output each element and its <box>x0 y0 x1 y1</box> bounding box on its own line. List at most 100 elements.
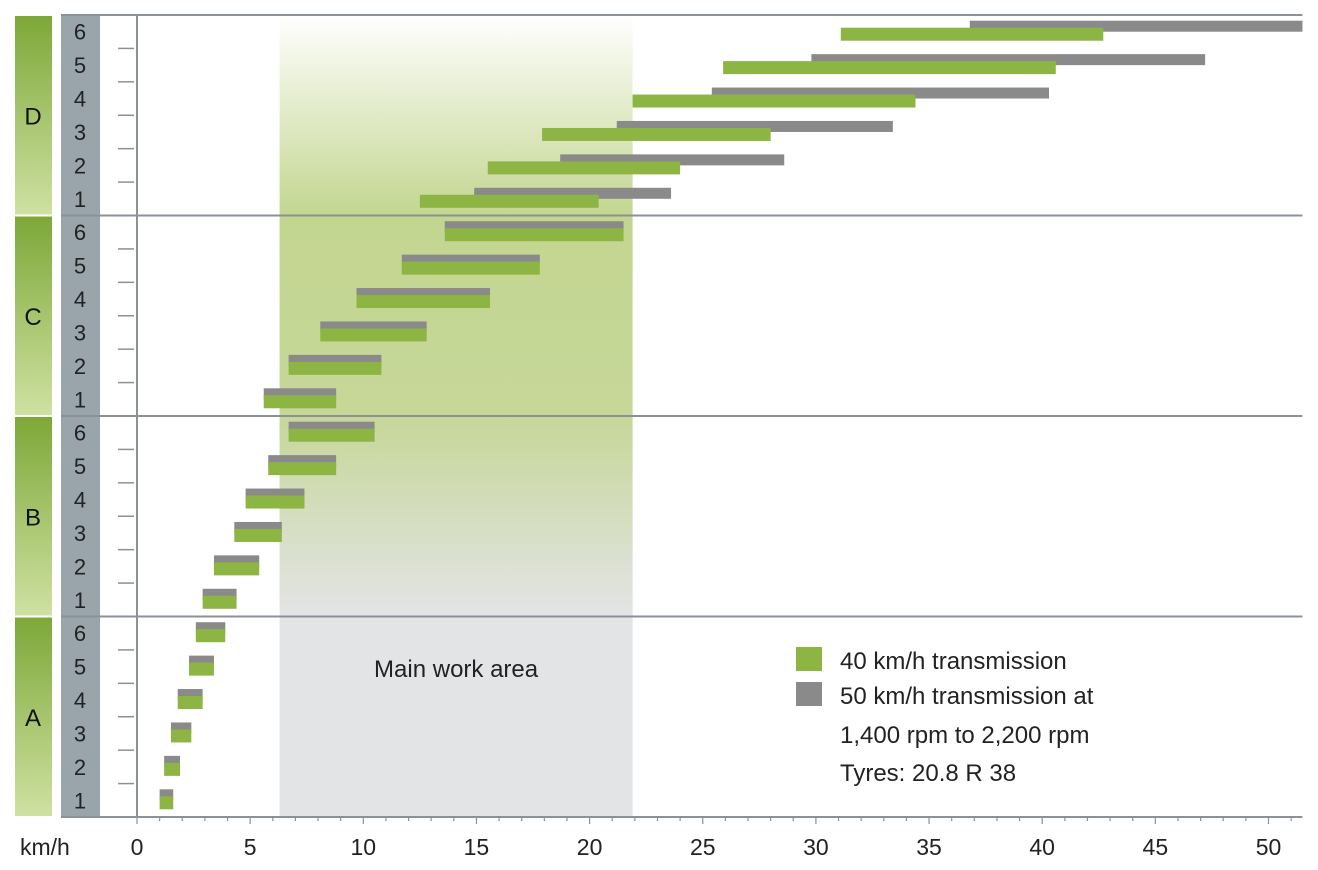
legend-label-green: 40 km/h transmission <box>840 648 1067 675</box>
bar-green-A-3 <box>170 729 192 743</box>
gear-label-C-3: 3 <box>74 320 86 345</box>
x-tick-label-10: 10 <box>351 834 377 860</box>
bar-green-B-2 <box>213 562 260 576</box>
gear-strip-D <box>61 16 100 215</box>
range-label-A: A <box>25 705 41 732</box>
range-strip-C <box>15 216 52 415</box>
x-axis-unit-label: km/h <box>20 834 70 860</box>
bar-grey-D-4 <box>711 87 1049 99</box>
range-label-B: B <box>25 504 41 531</box>
bar-grey-C-6 <box>444 221 624 233</box>
gear-label-C-1: 1 <box>74 387 86 412</box>
x-tick-label-30: 30 <box>803 834 829 860</box>
bar-grey-A-1 <box>159 789 174 801</box>
bar-grey-B-6 <box>288 421 375 433</box>
gear-label-D-2: 2 <box>74 153 86 178</box>
gear-label-D-6: 6 <box>74 20 86 45</box>
gear-label-B-5: 5 <box>74 454 86 479</box>
legend-swatch-green <box>796 647 822 671</box>
gear-label-A-1: 1 <box>74 788 86 813</box>
legend-note-tyres: Tyres: 20.8 R 38 <box>840 760 1016 787</box>
x-tick-label-0: 0 <box>131 834 144 860</box>
bar-grey-D-1 <box>474 187 672 199</box>
bar-green-D-5 <box>723 61 1056 75</box>
bar-grey-C-2 <box>288 354 382 366</box>
range-label-D: D <box>24 103 41 130</box>
bar-green-A-1 <box>159 796 174 810</box>
range-strips <box>15 16 52 816</box>
bar-green-C-3 <box>320 328 427 342</box>
bar-green-C-6 <box>444 228 624 242</box>
legend-label-grey-line1: 50 km/h transmission at <box>840 683 1094 710</box>
bar-green-D-3 <box>542 127 771 141</box>
bar-grey-B-3 <box>234 521 282 533</box>
bar-green-D-1 <box>419 194 599 208</box>
bar-green-A-2 <box>164 762 180 776</box>
bar-green-C-4 <box>356 295 491 309</box>
legend-label-grey-line2: 1,400 rpm to 2,200 rpm <box>840 722 1089 749</box>
gear-label-A-2: 2 <box>74 755 86 780</box>
bar-grey-D-2 <box>560 154 785 166</box>
bar-grey-C-4 <box>356 288 491 300</box>
bar-grey-C-3 <box>320 321 427 333</box>
legend-swatch-grey <box>796 682 822 706</box>
bar-green-D-4 <box>632 94 916 108</box>
gear-label-B-1: 1 <box>74 588 86 613</box>
bar-green-D-6 <box>840 27 1104 41</box>
gear-strip-B <box>61 417 100 616</box>
gear-strips <box>61 16 100 816</box>
bar-green-B-1 <box>202 595 237 609</box>
gear-label-D-3: 3 <box>74 120 86 145</box>
grid-lines <box>61 14 1303 824</box>
bar-grey-B-1 <box>202 588 237 600</box>
bar-grey-D-5 <box>811 54 1206 66</box>
bar-grey-B-4 <box>245 488 305 500</box>
range-strip-A <box>15 617 52 816</box>
bar-green-B-3 <box>234 528 282 542</box>
bar-green-B-5 <box>268 462 337 476</box>
gear-strip-A <box>61 617 100 816</box>
bar-green-B-4 <box>245 495 305 509</box>
bar-grey-B-2 <box>213 555 260 567</box>
gear-label-B-4: 4 <box>74 488 86 513</box>
x-tick-label-25: 25 <box>690 834 716 860</box>
main-work-area-label: Main work area <box>374 656 539 683</box>
bar-grey-A-5 <box>189 655 214 667</box>
range-strip-D <box>15 16 52 215</box>
gear-strip-C <box>61 216 100 415</box>
x-tick-label-45: 45 <box>1143 834 1169 860</box>
bar-green-D-2 <box>487 161 681 175</box>
gear-label-D-5: 5 <box>74 53 86 78</box>
gear-label-A-5: 5 <box>74 655 86 680</box>
bar-grey-D-6 <box>969 20 1303 32</box>
gear-label-B-2: 2 <box>74 554 86 579</box>
bar-green-A-6 <box>195 629 226 643</box>
x-tick-label-15: 15 <box>464 834 490 860</box>
x-tick-label-50: 50 <box>1256 834 1282 860</box>
x-tick-label-20: 20 <box>577 834 603 860</box>
bar-green-A-4 <box>177 696 203 710</box>
gear-label-D-1: 1 <box>74 187 86 212</box>
bar-grey-D-3 <box>616 120 893 132</box>
bar-grey-A-2 <box>164 755 180 767</box>
bar-grey-A-4 <box>177 689 203 701</box>
gear-label-A-3: 3 <box>74 721 86 746</box>
gear-label-C-6: 6 <box>74 220 86 245</box>
bar-grey-A-3 <box>170 722 192 734</box>
bar-grey-C-1 <box>263 388 337 400</box>
gear-label-C-5: 5 <box>74 254 86 279</box>
bar-green-C-5 <box>401 261 540 275</box>
bar-green-A-5 <box>189 662 214 676</box>
legend: 40 km/h transmission 50 km/h transmissio… <box>796 647 1094 787</box>
gear-label-A-6: 6 <box>74 621 86 646</box>
gear-label-B-3: 3 <box>74 521 86 546</box>
gear-label-C-4: 4 <box>74 287 86 312</box>
bar-grey-C-5 <box>401 254 540 266</box>
bar-grey-B-5 <box>268 455 337 467</box>
bar-green-C-2 <box>288 361 382 375</box>
bar-green-B-6 <box>288 428 375 442</box>
x-tick-label-5: 5 <box>244 834 257 860</box>
x-tick-label-35: 35 <box>916 834 942 860</box>
